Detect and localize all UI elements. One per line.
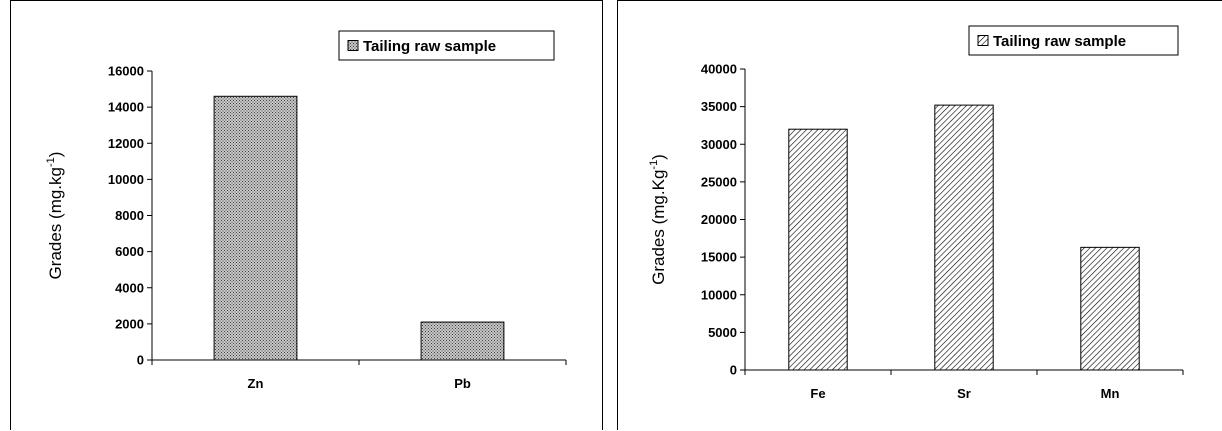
legend-swatch bbox=[347, 40, 359, 51]
y-tick-label: 35000 bbox=[701, 99, 737, 114]
x-category-label: Mn bbox=[1101, 386, 1120, 401]
y-tick-label: 2000 bbox=[115, 316, 144, 331]
bar-zn bbox=[213, 95, 298, 361]
y-tick-label: 4000 bbox=[115, 280, 144, 295]
legend-swatch bbox=[977, 35, 989, 46]
y-tick-label: 8000 bbox=[115, 208, 144, 223]
legend-box bbox=[968, 25, 1179, 56]
x-category-label: Zn bbox=[248, 376, 264, 391]
chart-panel-right: 0 5000 10000 15000 20000 25000 30000 35000 40000… bbox=[617, 0, 1222, 430]
y-tick-label: 6000 bbox=[115, 244, 144, 259]
bar-fe bbox=[788, 128, 848, 371]
bar-mn bbox=[1080, 246, 1140, 371]
y-tick-label: 5000 bbox=[708, 325, 737, 340]
chart-left-svg: 0 2000 4000 6000 8000 10000 12000 14000 16000 Zn P… bbox=[45, 30, 567, 391]
legend: Tailing raw sample bbox=[968, 25, 1179, 56]
x-category-label: Sr bbox=[957, 386, 971, 401]
y-tick-label: 10000 bbox=[701, 287, 737, 302]
y-tick-label: 30000 bbox=[701, 137, 737, 152]
legend-label: Tailing raw sample bbox=[993, 33, 1126, 50]
legend-box bbox=[338, 30, 555, 61]
y-tick-label: 25000 bbox=[701, 174, 737, 189]
legend-label: Tailing raw sample bbox=[363, 38, 496, 55]
y-tick-label: 12000 bbox=[108, 136, 144, 151]
y-tick-label: 15000 bbox=[701, 250, 737, 265]
bar-pb bbox=[420, 321, 505, 361]
y-axis-title: Grades (mg.kg-1) bbox=[45, 152, 65, 280]
y-tick-label: 10000 bbox=[108, 172, 144, 187]
x-category-label: Pb bbox=[454, 376, 471, 391]
chart-panel-left: 0 2000 4000 6000 8000 10000 12000 14000 16000 Zn P… bbox=[10, 0, 603, 430]
y-tick-label: 40000 bbox=[701, 62, 737, 77]
y-tick-label: 16000 bbox=[108, 64, 144, 79]
chart-right-svg: 0 5000 10000 15000 20000 25000 30000 35000 40000… bbox=[648, 25, 1184, 401]
x-category-label: Fe bbox=[810, 386, 825, 401]
legend: Tailing raw sample bbox=[338, 30, 555, 61]
bar-sr bbox=[934, 104, 994, 371]
y-tick-label: 14000 bbox=[108, 100, 144, 115]
y-tick-label: 20000 bbox=[701, 212, 737, 227]
y-tick-label: 0 bbox=[137, 353, 144, 368]
y-tick-label: 0 bbox=[730, 363, 737, 378]
y-axis-title: Grades (mg.Kg-1) bbox=[648, 154, 668, 285]
